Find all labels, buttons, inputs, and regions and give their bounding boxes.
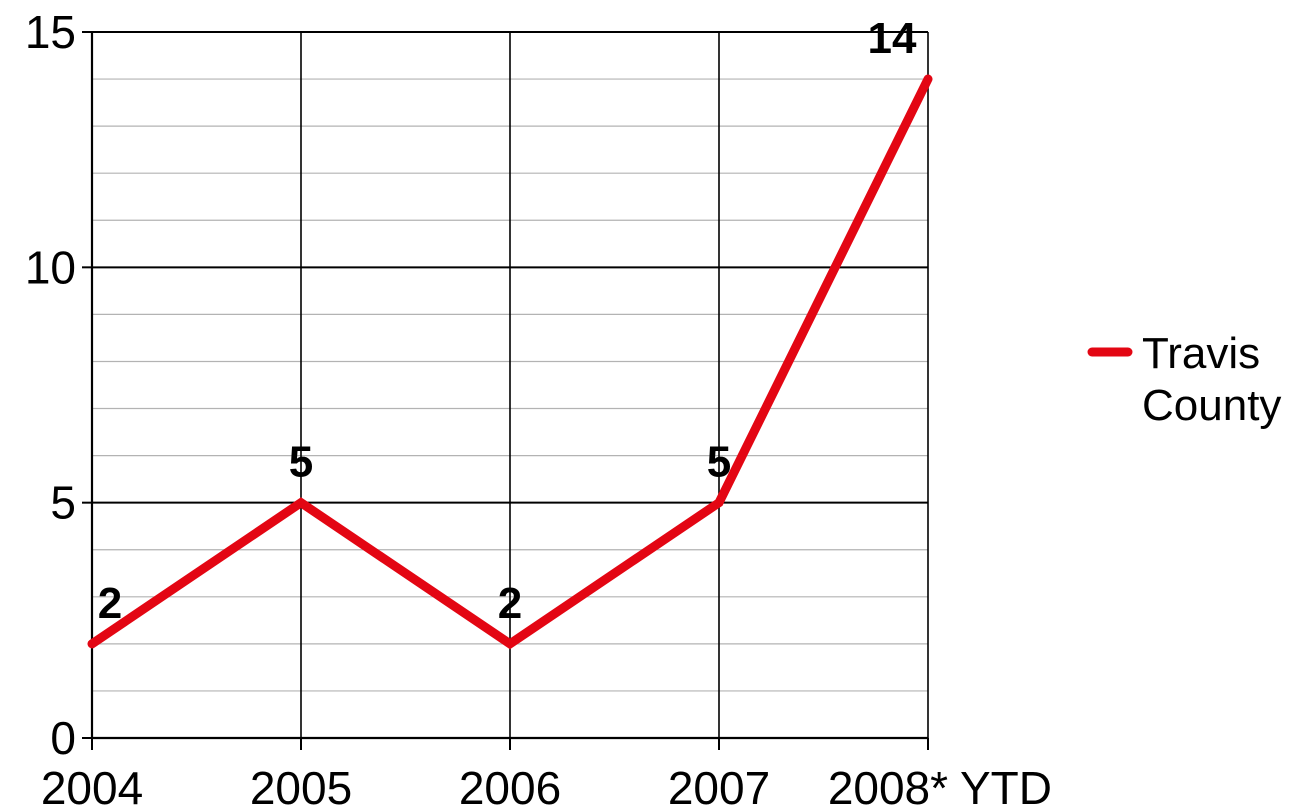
data-point <box>509 642 511 645</box>
data-label: 2 <box>98 579 122 628</box>
y-tick-label: 5 <box>50 477 76 529</box>
y-tick-label: 0 <box>50 712 76 764</box>
x-tick-label: 2006 <box>459 762 561 812</box>
series-group <box>87 74 933 650</box>
data-point <box>91 642 93 645</box>
legend-label-line: Travis <box>1142 329 1260 378</box>
vertical-gridlines <box>300 32 929 738</box>
x-tick-label: 2008* YTD <box>828 762 1052 812</box>
x-axis-ticks: 2004 2005 2006 2007 2008* YTD <box>41 738 1052 812</box>
data-label: 2 <box>498 579 522 628</box>
y-tick-label: 15 <box>25 6 76 58</box>
legend-label-line: County <box>1142 381 1281 430</box>
data-labels: 2 5 2 5 14 <box>98 14 917 628</box>
x-tick-label: 2004 <box>41 762 143 812</box>
x-tick-label: 2007 <box>668 762 770 812</box>
data-point <box>300 501 302 504</box>
legend: Travis County <box>1087 329 1281 430</box>
x-tick-label: 2005 <box>250 762 352 812</box>
data-point <box>718 501 720 504</box>
legend-label-travis-county: Travis County <box>1142 329 1281 430</box>
y-axis-ticks: 0 5 10 15 <box>25 6 92 764</box>
data-label: 14 <box>868 14 917 63</box>
data-label: 5 <box>289 438 313 487</box>
data-point <box>927 78 929 81</box>
data-label: 5 <box>707 438 731 487</box>
y-tick-label: 10 <box>25 241 76 293</box>
